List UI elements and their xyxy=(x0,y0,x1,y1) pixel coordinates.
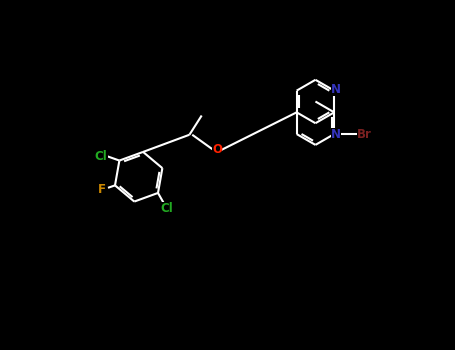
Text: Cl: Cl xyxy=(95,150,107,163)
Text: F: F xyxy=(98,183,106,196)
Text: N: N xyxy=(331,83,341,97)
Text: O: O xyxy=(212,143,222,156)
Text: N: N xyxy=(331,128,341,141)
Text: Br: Br xyxy=(357,127,371,141)
Text: Cl: Cl xyxy=(160,202,173,215)
